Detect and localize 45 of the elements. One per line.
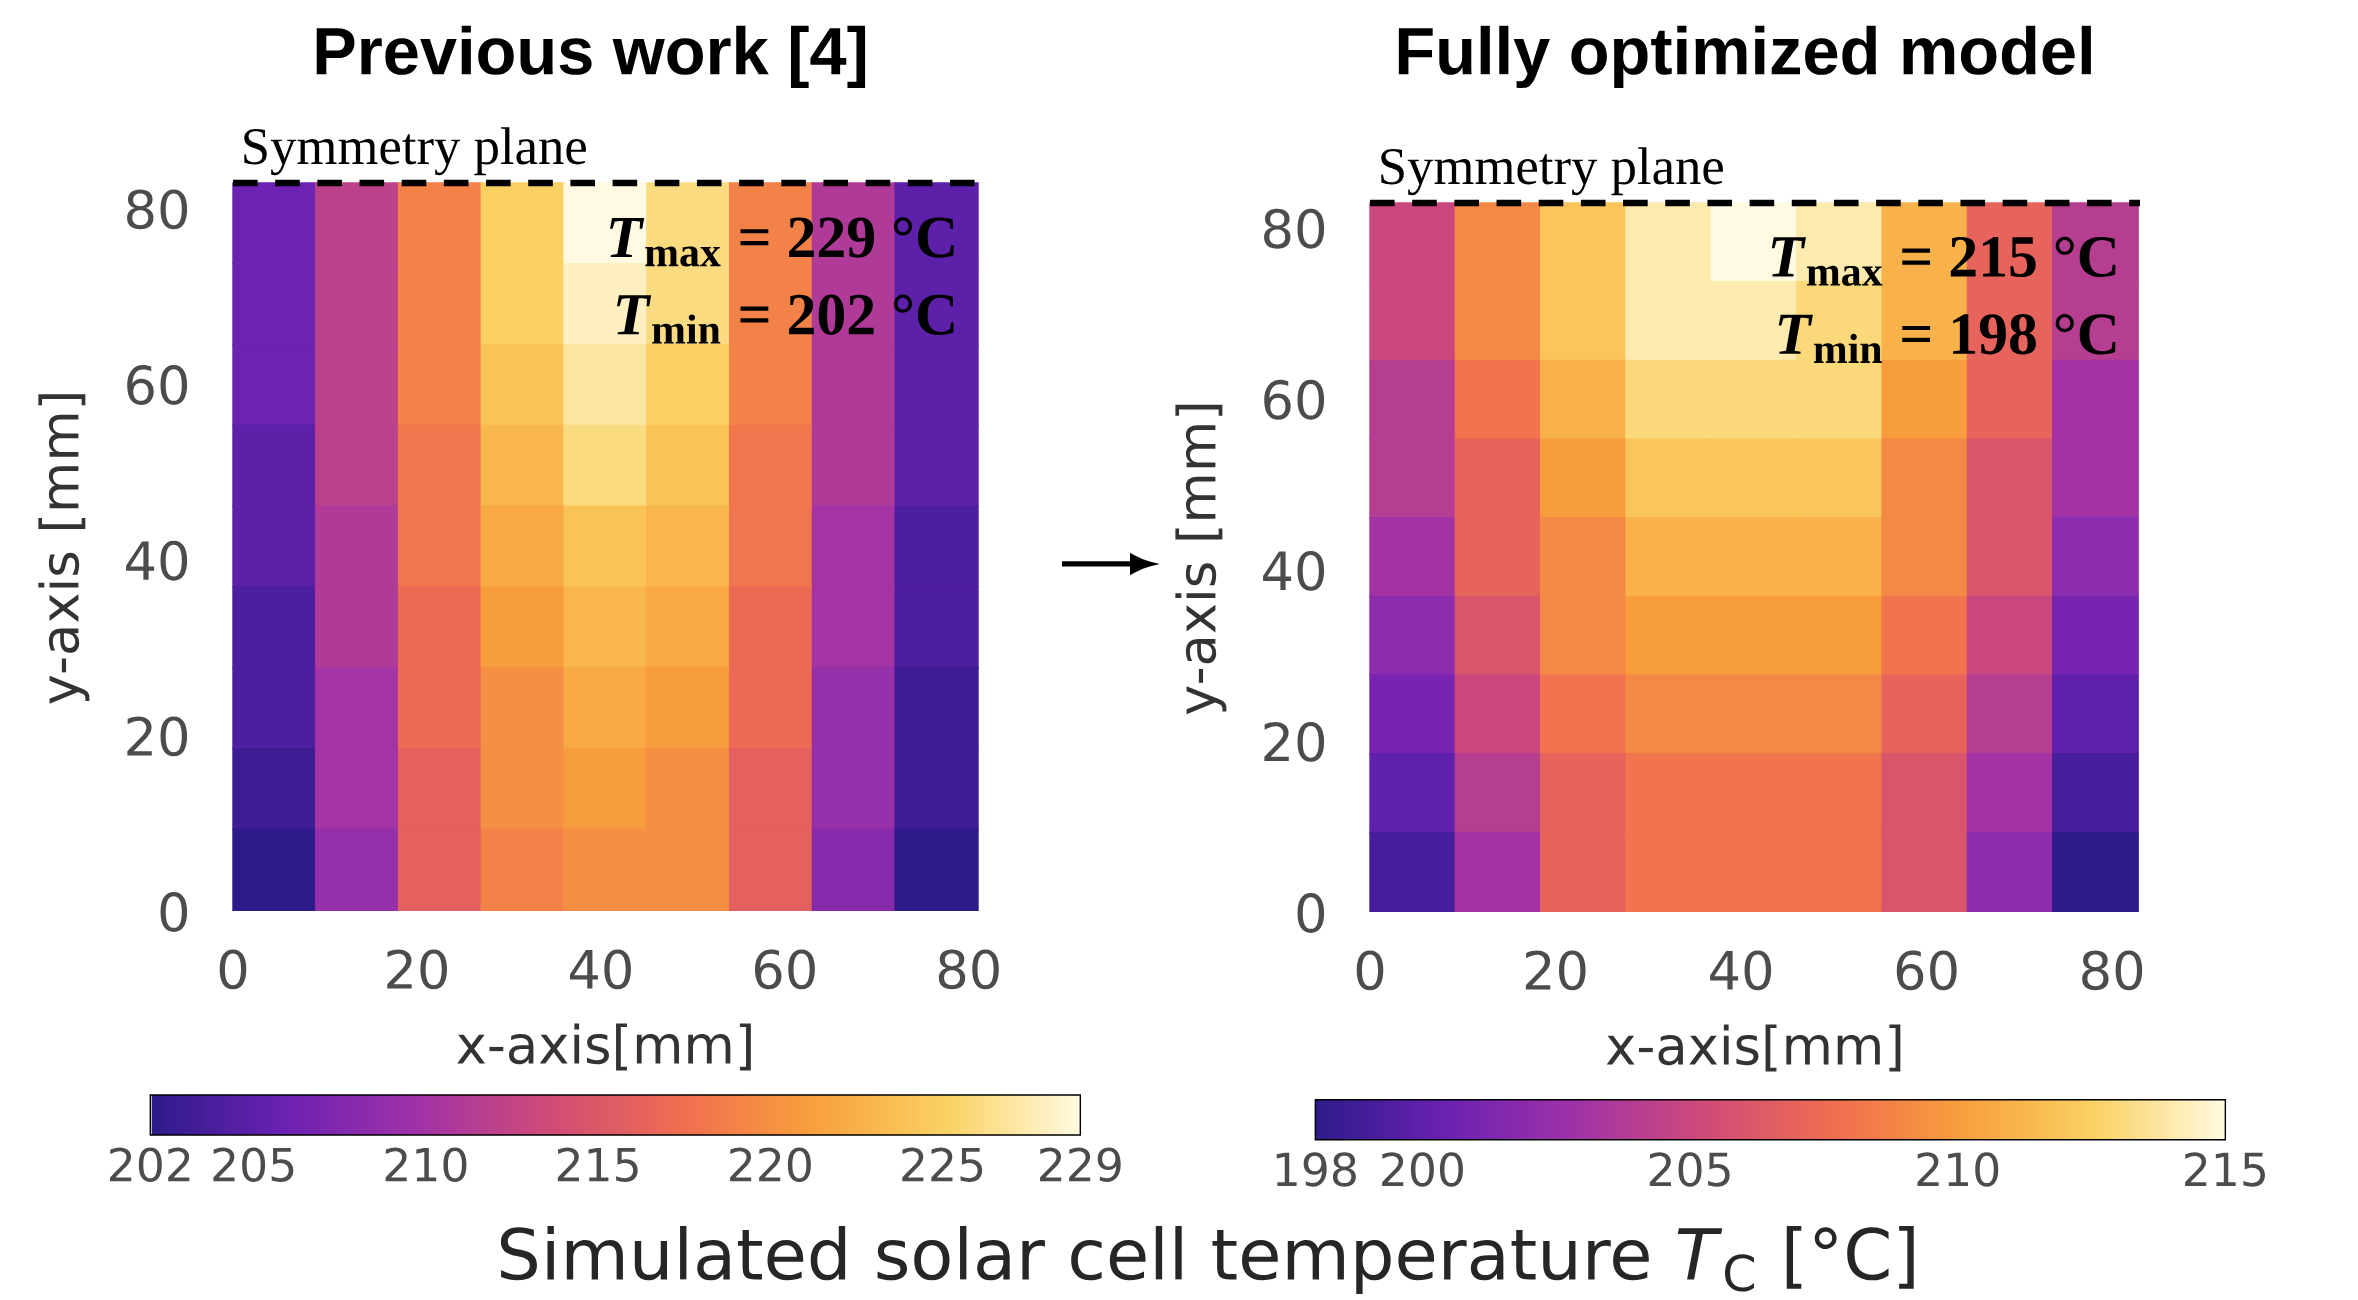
x-axis-title: x-axis[mm]: [457, 1023, 751, 1071]
chart-title: Fully optimized model: [1398, 25, 2091, 89]
y-tick-label: 40: [1263, 550, 1325, 591]
color-bar-label: 210: [1917, 1152, 1999, 1187]
x-axis-title: x-axis[mm]: [1606, 1024, 1901, 1072]
y-tick-label: 0: [1297, 893, 1325, 933]
color-bar-label: 220: [730, 1147, 811, 1182]
ref-line-label: Symmetry plane: [244, 127, 586, 176]
color-bar-label: 225: [902, 1147, 983, 1182]
annotation: T$_{max}$ = 215 °C: [1771, 236, 2116, 286]
x-tick-label: 20: [1525, 950, 1586, 991]
y-tick-label: 20: [127, 716, 188, 757]
x-tick-label: 0: [1356, 950, 1384, 991]
color-bar-label: 210: [385, 1147, 467, 1182]
x-tick-label: 60: [754, 949, 815, 990]
ref-line-label: Symmetry plane: [1381, 147, 1723, 196]
color-bar-label: 215: [557, 1147, 638, 1182]
color-bar-label: 205: [213, 1147, 294, 1182]
color-bar-title: Simulated solar cell temperature T$_{C}$ [°C]: [500, 1225, 1914, 1294]
x-tick-label: 80: [2082, 950, 2143, 991]
y-axis-title: y-axis [mm]: [1175, 404, 1227, 715]
y-axis-title: y-axis [mm]: [38, 394, 90, 704]
color-bar-label: 198: [1276, 1152, 1356, 1187]
chart-title: Previous work [4]: [316, 25, 866, 89]
color-bar-label: 205: [1649, 1152, 1730, 1187]
annotation: T$_{min}$ = 202 °C: [617, 294, 954, 344]
x-tick-label: 0: [219, 949, 247, 990]
y-tick-label: 0: [160, 892, 188, 932]
color-bar-label: 200: [1382, 1152, 1463, 1187]
x-tick-label: 60: [1896, 950, 1957, 991]
y-tick-label: 60: [1264, 379, 1325, 420]
y-tick-label: 60: [127, 365, 188, 405]
x-tick-label: 40: [569, 949, 631, 990]
annotation: T$_{max}$ = 229 °C: [610, 217, 954, 267]
color-bar-label: 215: [2185, 1152, 2265, 1187]
color-bar-label: 229: [1040, 1147, 1121, 1182]
x-tick-label: 40: [1710, 950, 1772, 991]
x-tick-label: 20: [387, 949, 447, 990]
annotation: T$_{min}$ = 198 °C: [1778, 314, 2116, 363]
y-tick-label: 80: [127, 189, 188, 230]
color-bar-label: 202: [110, 1147, 190, 1182]
x-tick-label: 80: [938, 949, 999, 990]
y-tick-label: 20: [1264, 721, 1325, 762]
y-tick-label: 80: [1264, 208, 1325, 249]
y-tick-label: 40: [126, 540, 188, 581]
